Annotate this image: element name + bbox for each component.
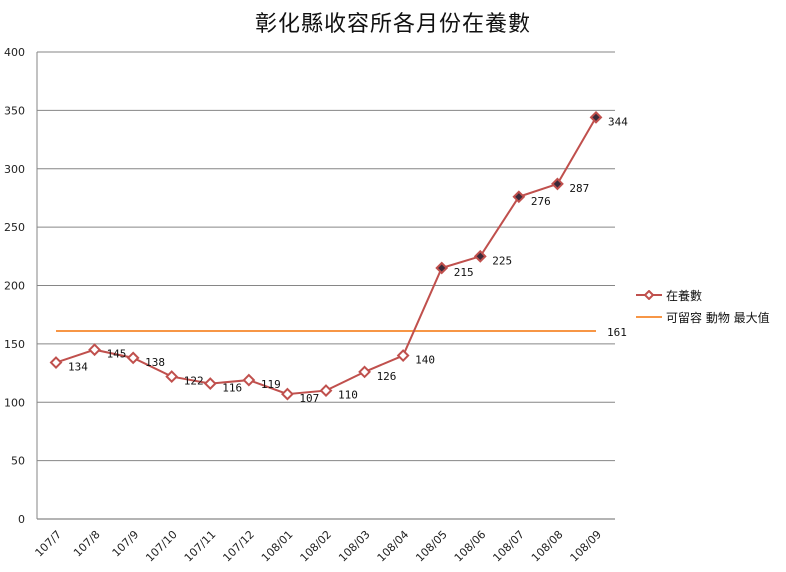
legend: 在養數 可留容 動物 最大值 bbox=[636, 284, 770, 328]
x-tick-label: 108/02 bbox=[298, 528, 335, 565]
diamond-marker-icon bbox=[281, 387, 294, 401]
series-layer bbox=[49, 110, 603, 401]
x-tick-label: 107/8 bbox=[71, 528, 103, 560]
diamond-marker-icon bbox=[88, 343, 101, 357]
x-tick-label: 107/12 bbox=[220, 528, 257, 565]
x-tick-label: 108/05 bbox=[413, 528, 450, 565]
diamond-marker-icon bbox=[203, 377, 217, 390]
x-tick-label: 108/08 bbox=[529, 528, 566, 565]
x-tick-label: 108/01 bbox=[259, 528, 296, 565]
diamond-marker-icon bbox=[435, 261, 449, 275]
data-label: 276 bbox=[531, 195, 551, 208]
data-label: 138 bbox=[145, 356, 165, 369]
diamond-marker-icon bbox=[49, 356, 63, 369]
data-label: 126 bbox=[377, 370, 397, 383]
legend-label-stock: 在養數 bbox=[666, 288, 703, 303]
diamond-marker-icon bbox=[473, 249, 487, 263]
data-label: 225 bbox=[492, 254, 512, 267]
legend-label-max-capacity: 可留容 動物 最大值 bbox=[666, 310, 770, 325]
y-tick-label: 150 bbox=[4, 338, 25, 351]
data-label: 119 bbox=[261, 378, 281, 391]
data-label: 344 bbox=[608, 115, 628, 128]
x-tick-label: 108/06 bbox=[452, 528, 489, 565]
diamond-marker-icon bbox=[358, 365, 371, 379]
max-capacity-label: 161 bbox=[607, 326, 627, 339]
diamond-marker-icon bbox=[636, 290, 662, 300]
y-tick-label: 400 bbox=[4, 46, 25, 59]
data-label: 145 bbox=[107, 348, 127, 361]
x-tick-label: 108/07 bbox=[490, 528, 527, 565]
legend-item-max-capacity: 可留容 動物 最大值 bbox=[636, 306, 770, 328]
diamond-marker-icon bbox=[165, 370, 179, 383]
y-tick-label: 200 bbox=[4, 280, 25, 293]
chart-title: 彰化縣收容所各月份在養數 bbox=[254, 12, 531, 37]
y-tick-label: 250 bbox=[4, 221, 25, 234]
x-tick-label: 107/7 bbox=[33, 528, 65, 560]
y-tick-label: 300 bbox=[4, 163, 25, 176]
gridlines bbox=[36, 51, 615, 520]
data-label: 110 bbox=[338, 389, 358, 402]
x-tick-label: 107/11 bbox=[182, 528, 219, 565]
data-label: 107 bbox=[299, 392, 319, 405]
data-labels: 161 134 145 138 122 116 119 107 110 126 140 215 225 2… bbox=[68, 115, 628, 405]
y-tick-label: 0 bbox=[18, 513, 25, 526]
diamond-marker-icon bbox=[242, 373, 256, 387]
x-tick-label: 108/03 bbox=[336, 528, 373, 565]
data-label: 134 bbox=[68, 361, 88, 374]
data-label: 287 bbox=[569, 182, 589, 195]
diamond-marker-icon bbox=[551, 177, 564, 191]
diamond-marker-icon bbox=[512, 190, 526, 204]
data-label: 122 bbox=[184, 375, 204, 388]
y-tick-label: 100 bbox=[4, 396, 25, 409]
diamond-marker-icon bbox=[396, 349, 410, 362]
data-label: 116 bbox=[222, 382, 242, 395]
x-tick-label: 108/04 bbox=[375, 528, 412, 565]
y-axis-ticks: 0 50 100 150 200 250 300 350 400 bbox=[4, 46, 25, 526]
data-label: 215 bbox=[454, 266, 474, 279]
y-tick-label: 50 bbox=[11, 455, 25, 468]
diamond-marker-icon bbox=[126, 351, 140, 365]
legend-item-stock: 在養數 bbox=[636, 284, 770, 306]
data-label: 140 bbox=[415, 354, 435, 367]
x-tick-label: 107/9 bbox=[110, 528, 142, 560]
stock-line bbox=[55, 116, 597, 396]
diamond-marker-icon bbox=[319, 384, 333, 397]
x-tick-label: 108/09 bbox=[568, 528, 605, 565]
x-axis-ticks: 107/7 107/8 107/9 107/10 107/11 107/12 108/01 1… bbox=[33, 528, 605, 565]
x-tick-label: 107/10 bbox=[143, 528, 180, 565]
line-marker-icon bbox=[636, 312, 662, 322]
y-tick-label: 350 bbox=[4, 104, 25, 117]
diamond-marker-icon bbox=[589, 110, 603, 124]
